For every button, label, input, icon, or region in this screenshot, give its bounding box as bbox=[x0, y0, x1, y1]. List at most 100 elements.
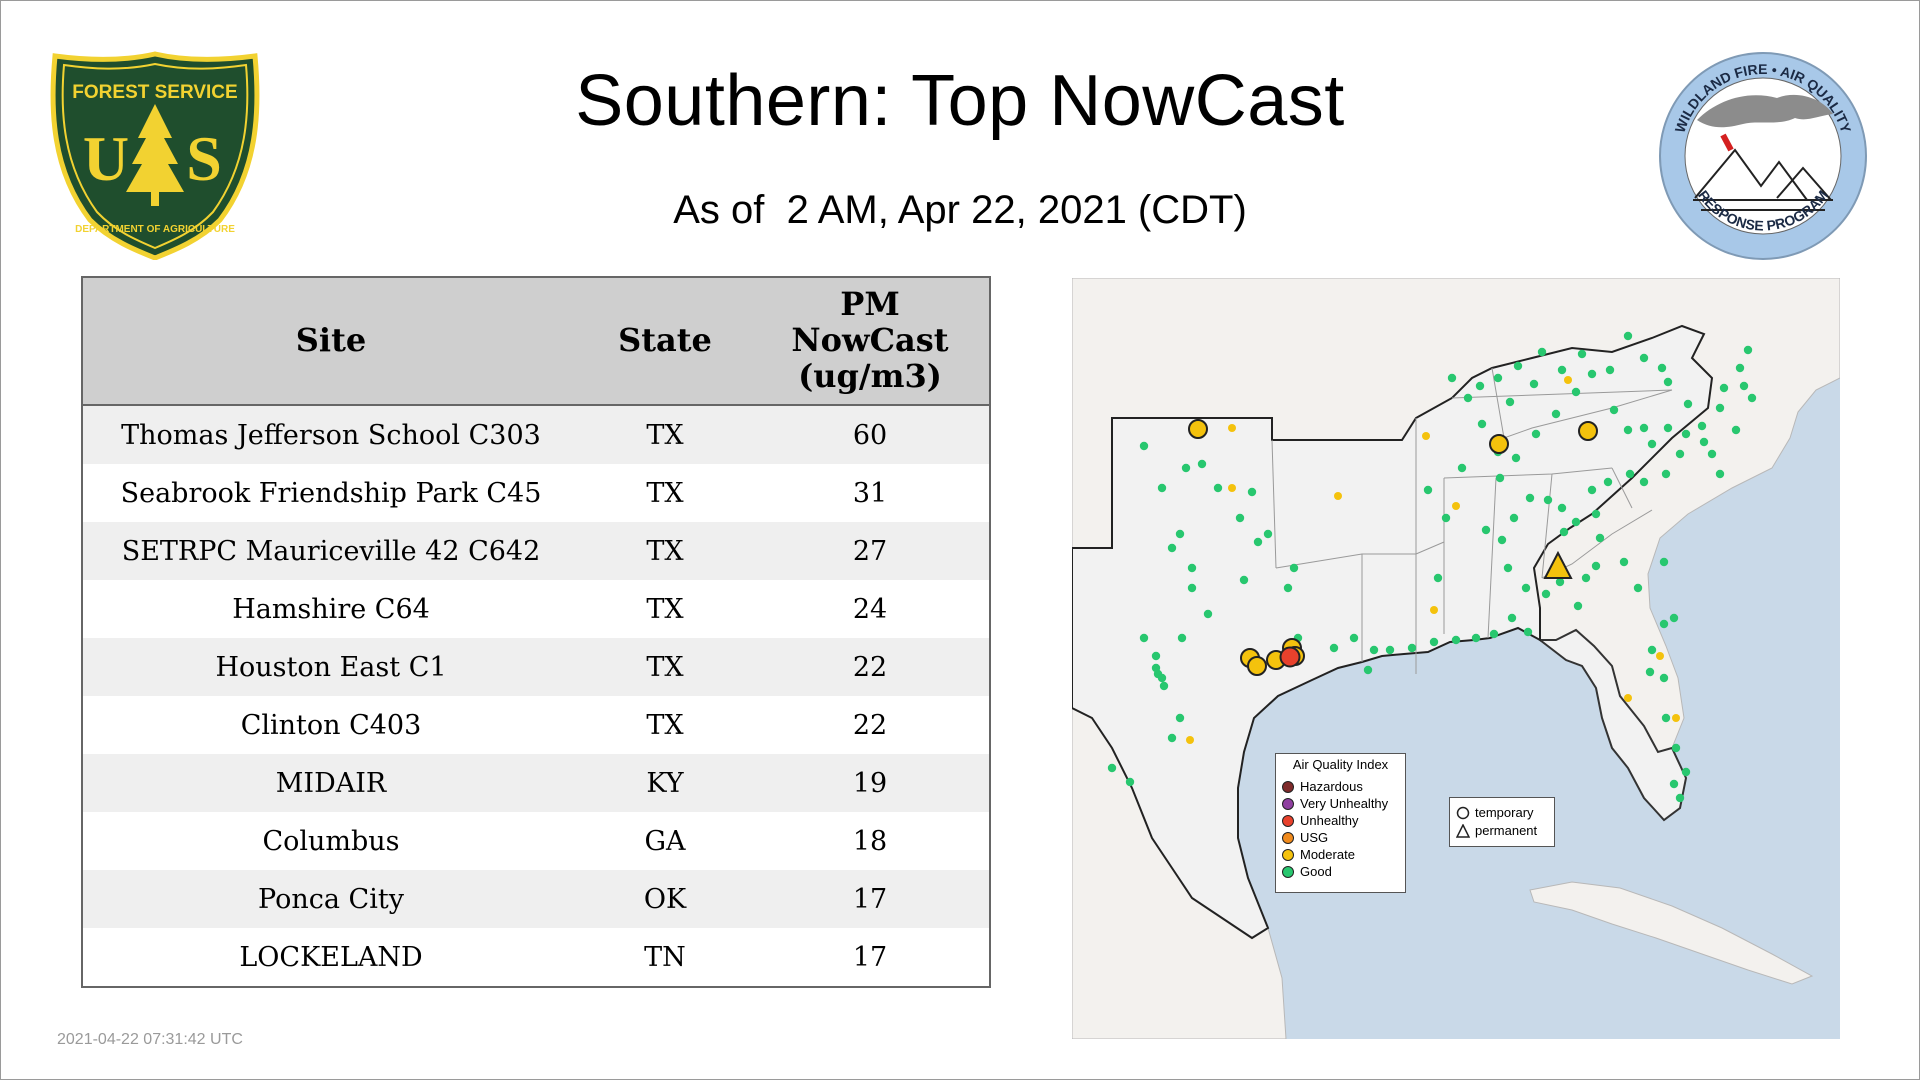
site-marker-good bbox=[1349, 633, 1359, 643]
table-row: Thomas Jefferson School C303 TX 60 bbox=[82, 405, 990, 464]
site-marker-good bbox=[1489, 629, 1499, 639]
site-marker-good bbox=[1609, 405, 1619, 415]
cell-state: TX bbox=[579, 638, 751, 696]
site-marker-good bbox=[1543, 495, 1553, 505]
site-marker-good bbox=[1187, 583, 1197, 593]
site-marker-good bbox=[1657, 363, 1667, 373]
cell-pm: 27 bbox=[751, 522, 990, 580]
cell-pm: 17 bbox=[751, 928, 990, 987]
cell-state: TX bbox=[579, 580, 751, 638]
site-marker-good bbox=[1663, 423, 1673, 433]
site-marker-good bbox=[1595, 533, 1605, 543]
site-marker-good bbox=[1619, 557, 1629, 567]
shape-legend-temporary: temporary bbox=[1456, 804, 1534, 821]
site-marker-good bbox=[1503, 563, 1513, 573]
site-marker-good bbox=[1697, 421, 1707, 431]
generated-timestamp: 2021-04-22 07:31:42 UTC bbox=[57, 1031, 243, 1048]
cell-pm: 19 bbox=[751, 754, 990, 812]
table-row: Houston East C1 TX 22 bbox=[82, 638, 990, 696]
site-marker-good bbox=[1645, 667, 1655, 677]
site-marker-good bbox=[1253, 537, 1263, 547]
site-marker-moderate-permanent bbox=[1543, 550, 1573, 579]
site-marker-good bbox=[1175, 529, 1185, 539]
site-marker-good bbox=[1551, 409, 1561, 419]
header-site: Site bbox=[82, 277, 579, 406]
site-marker-good bbox=[1167, 543, 1177, 553]
site-marker-good bbox=[1511, 453, 1521, 463]
site-marker-good bbox=[1497, 535, 1507, 545]
site-marker-moderate-small bbox=[1656, 652, 1664, 660]
triangle-icon bbox=[1456, 823, 1470, 838]
site-marker-good bbox=[1591, 509, 1601, 519]
site-marker-good bbox=[1743, 345, 1753, 355]
site-marker-good bbox=[1639, 423, 1649, 433]
table-row: Clinton C403 TX 22 bbox=[82, 696, 990, 754]
svg-text:FOREST SERVICE: FOREST SERVICE bbox=[72, 82, 237, 103]
cell-pm: 24 bbox=[751, 580, 990, 638]
cell-site: LOCKELAND bbox=[82, 928, 579, 987]
site-marker-good bbox=[1571, 387, 1581, 397]
site-marker-good bbox=[1369, 645, 1379, 655]
site-marker-moderate-small bbox=[1430, 606, 1438, 614]
smoke-icon bbox=[1697, 94, 1833, 128]
site-marker-moderate-small bbox=[1186, 736, 1194, 744]
site-marker-good bbox=[1587, 485, 1597, 495]
site-marker-good bbox=[1531, 429, 1541, 439]
site-marker-good bbox=[1541, 589, 1551, 599]
site-marker-good bbox=[1587, 369, 1597, 379]
site-marker-good bbox=[1555, 577, 1565, 587]
site-marker-good bbox=[1175, 713, 1185, 723]
site-marker-good bbox=[1151, 651, 1161, 661]
table-row: Seabrook Friendship Park C45 TX 31 bbox=[82, 464, 990, 522]
site-marker-good bbox=[1493, 373, 1503, 383]
legend-swatch bbox=[1282, 797, 1294, 810]
flag-icon bbox=[1720, 133, 1734, 152]
cell-site: Hamshire C64 bbox=[82, 580, 579, 638]
site-marker-good bbox=[1509, 513, 1519, 523]
legend-label: USG bbox=[1300, 830, 1329, 845]
site-marker-good bbox=[1681, 767, 1691, 777]
shape-label-permanent: permanent bbox=[1475, 823, 1538, 838]
site-marker-good bbox=[1475, 381, 1485, 391]
header-pm-nowcast: PM NowCast (ug/m3) bbox=[751, 277, 990, 406]
site-marker-good bbox=[1363, 665, 1373, 675]
site-marker-good bbox=[1719, 383, 1729, 393]
site-marker-good bbox=[1731, 425, 1741, 435]
cell-state: KY bbox=[579, 754, 751, 812]
site-marker-moderate-small bbox=[1422, 432, 1430, 440]
site-marker-good bbox=[1659, 619, 1669, 629]
site-marker-good bbox=[1457, 463, 1467, 473]
site-marker-good bbox=[1197, 459, 1207, 469]
cell-pm: 22 bbox=[751, 696, 990, 754]
site-marker-good bbox=[1557, 503, 1567, 513]
svg-text:DEPARTMENT OF AGRICULTURE: DEPARTMENT OF AGRICULTURE bbox=[75, 224, 235, 235]
shape-legend-permanent: permanent bbox=[1456, 822, 1537, 839]
site-marker-good bbox=[1433, 573, 1443, 583]
air-quality-map bbox=[1072, 278, 1840, 1039]
site-marker-good bbox=[1671, 743, 1681, 753]
legend-item-very-unhealthy: Very Unhealthy bbox=[1282, 795, 1388, 812]
site-marker-good bbox=[1581, 573, 1591, 583]
legend-item-usg: USG bbox=[1282, 829, 1328, 846]
site-marker-good bbox=[1747, 393, 1757, 403]
site-marker-good bbox=[1523, 627, 1533, 637]
mountains-icon bbox=[1693, 148, 1833, 211]
header-state: State bbox=[579, 277, 751, 406]
site-marker-moderate-small bbox=[1228, 424, 1236, 432]
site-marker-good bbox=[1471, 633, 1481, 643]
map-cuba bbox=[1529, 881, 1814, 985]
header-pm-line1: PM bbox=[840, 285, 900, 324]
cell-site: Columbus bbox=[82, 812, 579, 870]
cell-state: OK bbox=[579, 870, 751, 928]
site-marker-good bbox=[1663, 377, 1673, 387]
table-row: Ponca City OK 17 bbox=[82, 870, 990, 928]
site-marker-good bbox=[1623, 425, 1633, 435]
site-marker-good bbox=[1707, 449, 1717, 459]
site-marker-good bbox=[1735, 363, 1745, 373]
legend-label: Hazardous bbox=[1300, 779, 1363, 794]
site-marker-good bbox=[1659, 557, 1669, 567]
site-marker-good bbox=[1157, 673, 1167, 683]
legend-swatch bbox=[1282, 865, 1294, 878]
cell-pm: 22 bbox=[751, 638, 990, 696]
site-markers bbox=[1107, 331, 1757, 803]
